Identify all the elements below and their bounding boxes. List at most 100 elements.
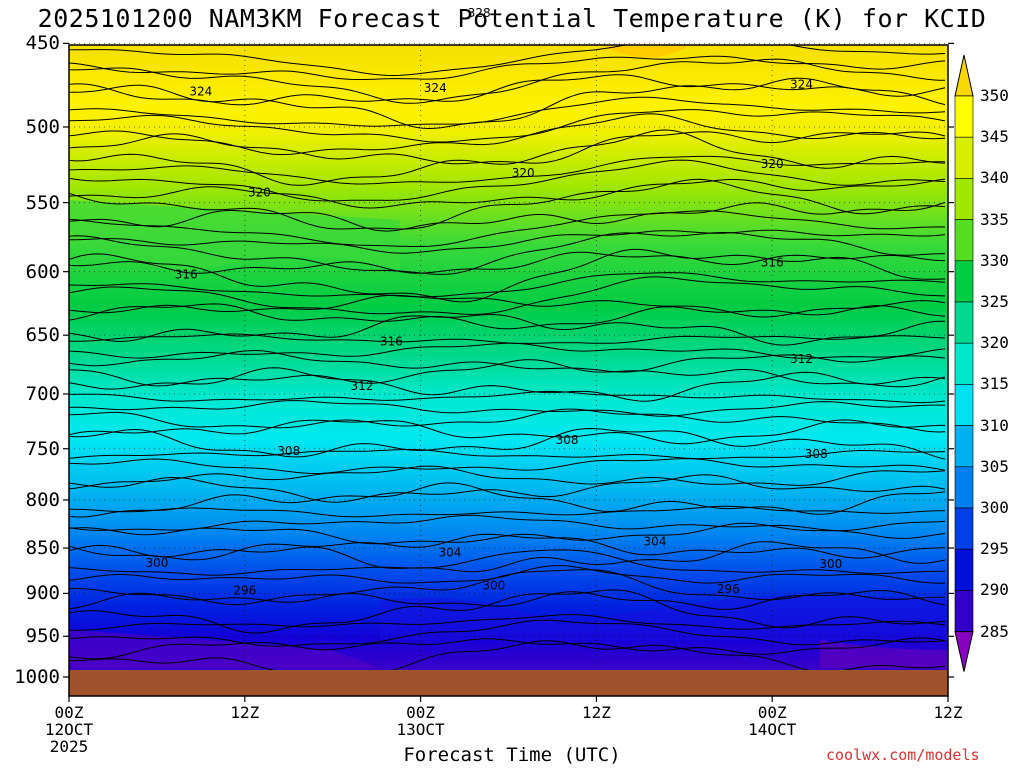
isentrope-line [69,640,946,670]
y-tick-label: 850 [25,537,60,560]
colorbar-segment [954,384,974,426]
colorbar-tick-label: 310 [980,415,1009,435]
isentrope-line [69,458,946,475]
contour-label: 304 [644,534,667,548]
contour-label: 296 [717,582,740,596]
isentrope-line [69,294,946,318]
isentrope-line [69,390,946,404]
contour-label: 316 [175,267,198,281]
isentrope-line [69,129,946,186]
contour-label: 320 [761,157,784,171]
colorbar-segment [954,466,974,509]
colorbar-segment [954,342,974,385]
isentrope-line [69,159,946,202]
x-tick-label: 12Z [230,703,260,722]
colorbar-segment [954,301,974,344]
colorbar-tick-label: 350 [980,86,1009,105]
ground-surface [69,670,948,696]
colorbar-segment [954,507,974,550]
y-tick-label: 900 [25,582,60,605]
isentrope-line [69,400,946,417]
colorbar-tick-label: 290 [980,580,1009,600]
colorbar-tick-label: 335 [980,209,1009,229]
colorbar-tick-label: 295 [980,539,1009,559]
isentrope-line [69,589,946,610]
isentrope-line [69,465,946,490]
contour-label: 300 [482,578,505,592]
isentrope-line [69,303,946,330]
contour-label: 324 [790,78,813,92]
colorbar-segment [954,178,974,220]
x-tick-label: 12Z [581,703,611,722]
isentrope-line [69,549,945,576]
isentrope-line [69,251,946,274]
colorbar-tick-label: 315 [980,374,1009,394]
isentrope-contours [69,45,946,670]
isentrope-line [69,614,946,631]
isentrope-line [69,427,946,460]
contour-label: 316 [380,334,403,348]
isentrope-line [69,619,946,647]
y-tick-label: 450 [25,32,60,55]
y-tick-label: 650 [25,324,60,347]
isentrope-line [69,210,946,247]
colorbar-top-arrow [954,54,974,97]
isentrope-line [69,514,946,532]
contour-label: 308 [556,433,579,447]
contour-label: 312 [351,379,374,393]
isentrope-line [69,248,946,303]
axis-ticks [63,42,954,702]
contour-label: 312 [790,352,813,366]
isentrope-line [69,449,946,460]
x-tick-label: 00Z 13OCT [396,703,445,739]
isentrope-line [69,178,946,230]
credit-text: coolwx.com/models [826,746,980,764]
isentrope-line [69,58,945,104]
y-tick-label: 600 [25,260,60,283]
isentrope-line [69,131,946,165]
colorbar-segment [954,95,974,138]
isentrope-line [69,77,946,130]
isentrope-line [69,589,946,634]
colorbar-segment [954,219,974,262]
contour-label: 324 [189,84,212,98]
contour-label: 308 [805,447,828,461]
isentrope-line [69,74,946,106]
y-tick-label: 800 [25,488,60,511]
isentrope-line [69,349,946,373]
isentrope-line [69,201,946,232]
x-axis-title: Forecast Time (UTC) [403,744,621,766]
contour-label: 328 [468,6,491,20]
isentrope-line [69,45,946,77]
contour-label: 320 [248,185,271,199]
isentrope-line [69,565,946,584]
isentrope-line [69,231,946,275]
colorbar-segment [954,548,974,591]
colorbar-tick-label: 345 [980,127,1009,147]
isentrope-line [69,178,946,209]
colorbar-segment [954,590,974,632]
contour-label: 324 [424,81,447,95]
contour-labels: 296 300 300 300 296 304 304 308 308 308 312 312 316 3… [145,6,842,598]
colorbar-segment [954,425,974,468]
y-tick-label: 550 [25,191,60,214]
isentrope-line [69,367,946,402]
x-tick-label: 00Z 14OCT [748,703,797,739]
temperature-field [69,45,948,670]
colorbar-segment [954,260,974,303]
contour-label: 304 [438,546,461,560]
plot-frame [68,44,949,697]
isentrope-line [69,482,946,518]
isentrope-line [69,569,946,606]
colorbar-tick-label: 285 [980,621,1009,641]
isentrope-line [69,55,946,80]
colorbar-tick-label: 340 [980,168,1009,188]
isentrope-line [69,359,946,388]
isentrope-line [69,474,946,503]
isentrope-line [69,342,946,359]
contour-label: 300 [145,556,168,570]
isentrope-line [69,408,946,433]
isentrope-line [69,505,945,518]
colorbar-tick-label: 300 [980,498,1009,517]
